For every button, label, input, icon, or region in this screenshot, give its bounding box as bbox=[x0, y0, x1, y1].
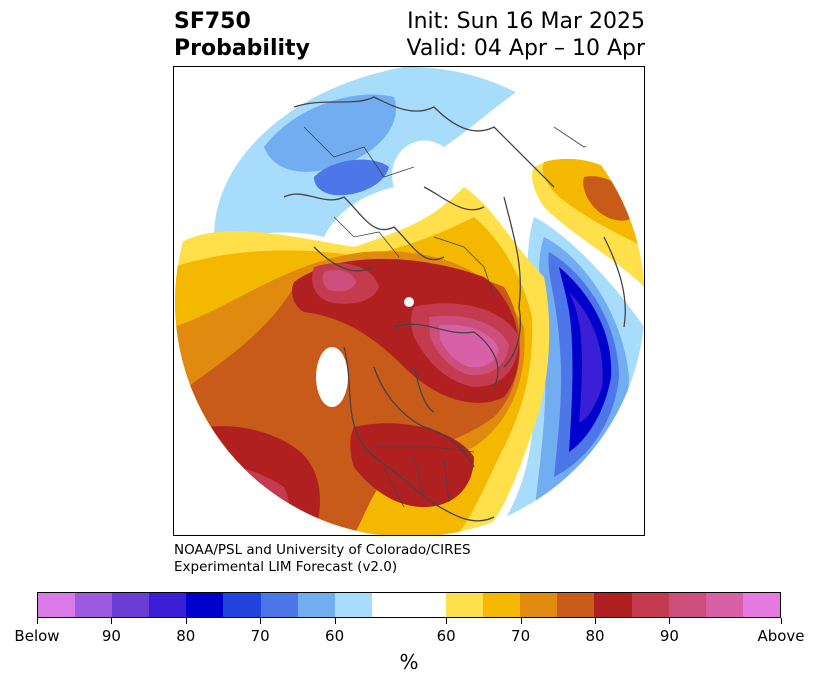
colorbar-tick bbox=[185, 618, 187, 624]
colorbar-tick-label: 70 bbox=[511, 627, 531, 645]
colorbar-swatch bbox=[260, 593, 298, 617]
colorbar-tick-label: 70 bbox=[250, 627, 270, 645]
colorbar-tick bbox=[669, 618, 671, 624]
polar-map bbox=[175, 67, 644, 535]
init-date: Init: Sun 16 Mar 2025 bbox=[407, 9, 645, 34]
colorbar-unit: % bbox=[399, 650, 419, 674]
colorbar-swatch bbox=[705, 593, 743, 617]
colorbar-tick-label: 90 bbox=[101, 627, 121, 645]
colorbar-tick-label: 80 bbox=[176, 627, 196, 645]
credit-line-2: Experimental LIM Forecast (v2.0) bbox=[174, 559, 398, 575]
colorbar-tick bbox=[595, 618, 596, 624]
colorbar-swatch bbox=[446, 593, 484, 617]
colorbar-swatch bbox=[520, 593, 558, 617]
colorbar-swatch bbox=[371, 593, 409, 617]
colorbar-swatch bbox=[483, 593, 521, 617]
colorbar-tick bbox=[520, 618, 522, 624]
colorbar-swatch bbox=[594, 593, 632, 617]
colorbar-tick bbox=[781, 618, 782, 624]
title-right: Init: Sun 16 Mar 2025 Valid: 04 Apr – 10… bbox=[407, 8, 646, 62]
credit-line-1: NOAA/PSL and University of Colorado/CIRE… bbox=[174, 542, 471, 558]
colorbar-swatch bbox=[557, 593, 595, 617]
colorbar-tick-label: Above bbox=[757, 627, 805, 645]
colorbar-swatch bbox=[38, 593, 76, 617]
colorbar-tick-label: 80 bbox=[585, 627, 605, 645]
colorbar-swatch bbox=[112, 593, 150, 617]
colorbar-swatch bbox=[334, 593, 372, 617]
colorbar-swatch bbox=[742, 593, 780, 617]
colorbar-swatch bbox=[408, 593, 447, 617]
map-frame bbox=[173, 66, 645, 536]
colorbar-swatch bbox=[223, 593, 261, 617]
variable-title: SF750 bbox=[174, 9, 251, 34]
colorbar-tick-label: 90 bbox=[659, 627, 679, 645]
colorbar-tick-label: 60 bbox=[436, 627, 456, 645]
colorbar-tick bbox=[446, 618, 448, 624]
valid-range: Valid: 04 Apr – 10 Apr bbox=[406, 36, 646, 61]
product-title: Probability bbox=[174, 36, 310, 61]
title-left: SF750 Probability bbox=[174, 8, 310, 62]
colorbar-tick bbox=[334, 618, 336, 624]
colorbar-swatch bbox=[75, 593, 113, 617]
credit: NOAA/PSL and University of Colorado/CIRE… bbox=[174, 542, 471, 576]
near-normal-pocket bbox=[316, 347, 348, 407]
colorbar-tick bbox=[111, 618, 113, 624]
colorbar-tick bbox=[37, 618, 38, 624]
colorbar-swatch bbox=[149, 593, 187, 617]
colorbar-swatch bbox=[668, 593, 706, 617]
colorbar-tick-label: Below bbox=[14, 627, 60, 645]
pole-marker bbox=[404, 297, 414, 307]
colorbar-swatch bbox=[631, 593, 669, 617]
colorbar-tick-label: 60 bbox=[325, 627, 345, 645]
above-region-main bbox=[175, 187, 550, 535]
colorbar-swatch bbox=[186, 593, 224, 617]
colorbar-tick bbox=[260, 618, 262, 624]
colorbar bbox=[37, 592, 781, 618]
colorbar-swatch bbox=[297, 593, 335, 617]
